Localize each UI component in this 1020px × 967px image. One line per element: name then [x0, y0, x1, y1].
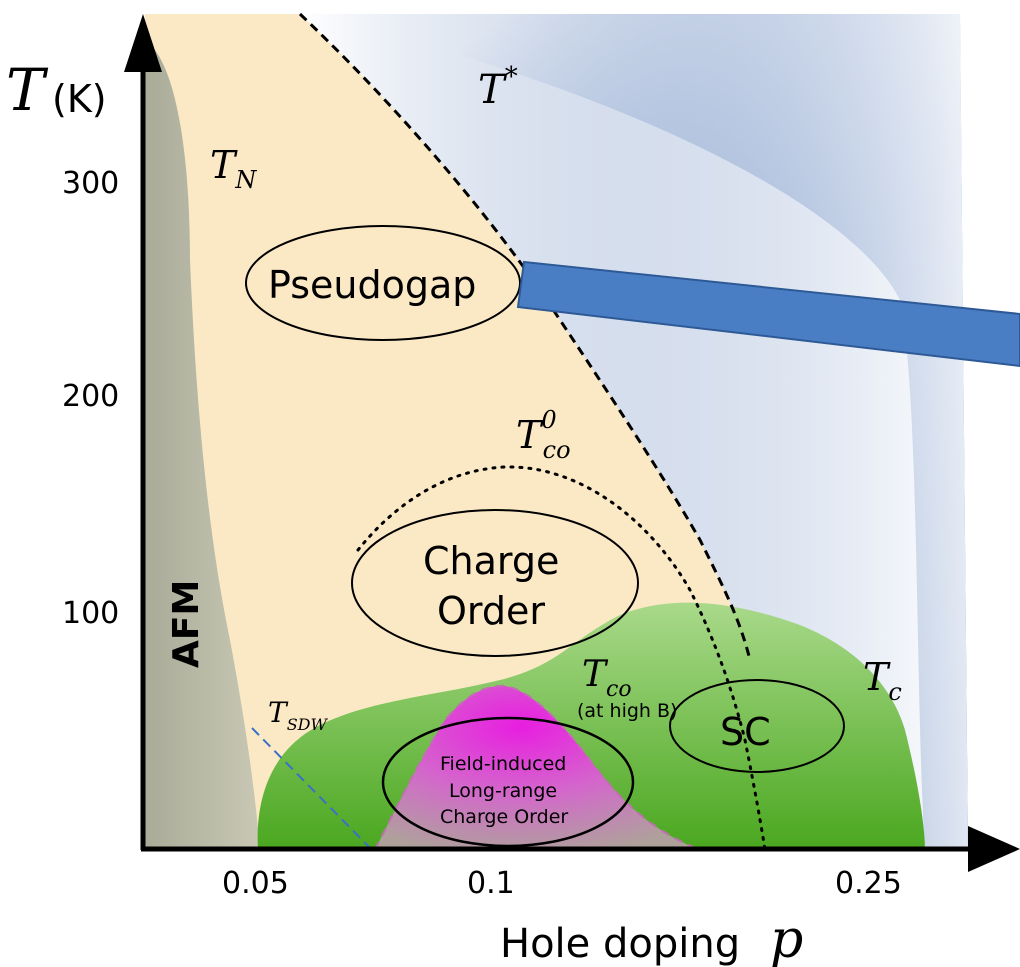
- field-induced-dome: [373, 684, 701, 851]
- y-tick-200: 200: [62, 379, 119, 414]
- x-tick-01: 0.1: [467, 866, 515, 901]
- afm-label: AFM: [166, 580, 207, 668]
- charge-order-label-1: Charge: [423, 539, 559, 583]
- y-tick-100: 100: [62, 596, 119, 631]
- t-sdw-line: [251, 727, 373, 851]
- sc-label: SC: [720, 710, 771, 754]
- t-co0-label: T0 co: [516, 406, 571, 464]
- field-induced-label-1: Field-induced: [440, 753, 566, 775]
- charge-order-label-2: Order: [437, 589, 545, 633]
- y-axis-arrow: [124, 14, 162, 72]
- sc-ellipse: [669, 679, 845, 773]
- charge-order-ellipse: [351, 509, 639, 657]
- x-tick-005: 0.05: [222, 866, 289, 901]
- y-tick-300: 300: [62, 166, 119, 201]
- field-induced-label-3: Charge Order: [440, 806, 568, 828]
- pointer-bar: [516, 260, 1020, 368]
- x-axis-label-symbol: p: [770, 910, 803, 967]
- t-co-label: Tco: [582, 654, 632, 702]
- t-co0-line: [356, 465, 767, 852]
- t-sdw-label: TSDW: [268, 696, 328, 734]
- field-induced-label-2: Long-range: [449, 780, 557, 802]
- pseudogap-label: Pseudogap: [268, 263, 476, 307]
- t-c-label: Tc: [863, 655, 902, 706]
- pseudogap-ellipse: [245, 225, 521, 341]
- t-star-line: [298, 12, 752, 661]
- x-axis-label-text: Hole doping: [500, 921, 740, 967]
- y-axis-label-symbol: T: [6, 56, 49, 124]
- afm-region: [145, 40, 260, 850]
- t-co-note: (at high B): [577, 700, 677, 722]
- t-star-label: T*: [478, 62, 518, 113]
- field-induced-ellipse: [381, 716, 635, 848]
- t-n-label: TN: [210, 143, 257, 194]
- x-axis-arrow: [968, 826, 1020, 872]
- x-tick-025: 0.25: [835, 866, 902, 901]
- y-axis-label-unit: (K): [52, 77, 107, 121]
